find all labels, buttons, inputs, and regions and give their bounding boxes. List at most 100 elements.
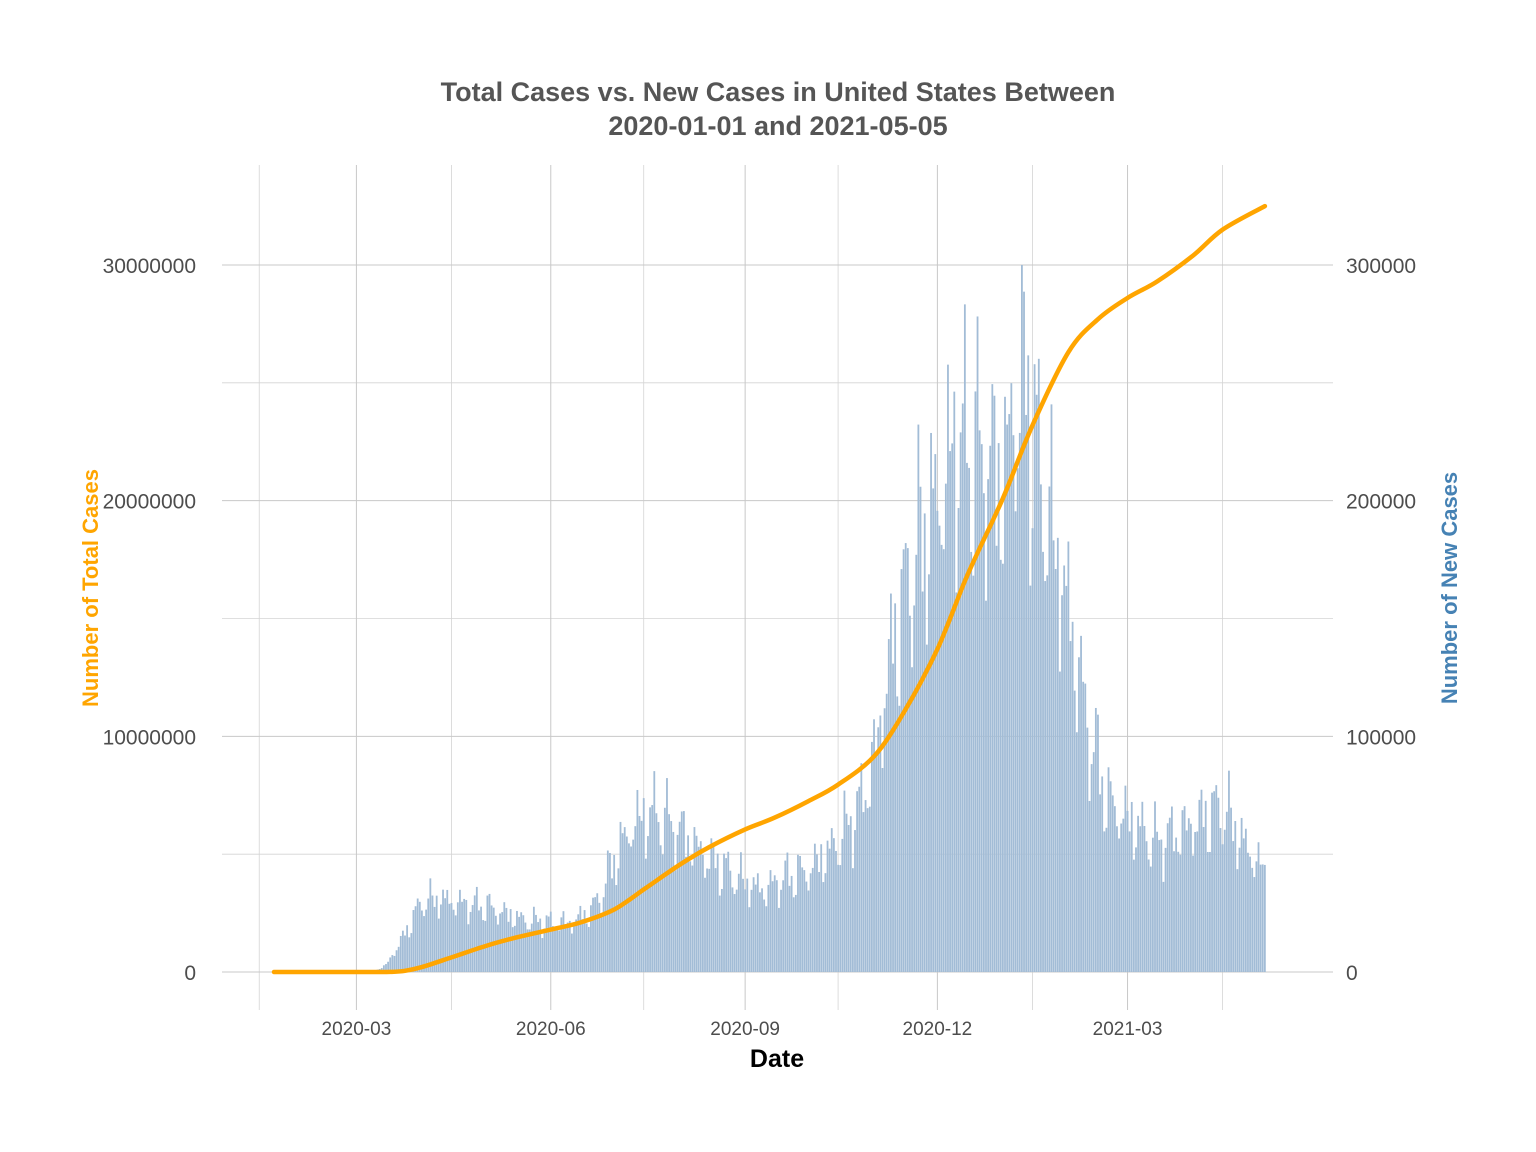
- new-cases-bar: [1156, 831, 1159, 972]
- new-cases-bar: [778, 907, 780, 972]
- new-cases-bar: [997, 443, 1000, 973]
- new-cases-bar: [693, 827, 696, 972]
- new-cases-bar: [475, 886, 478, 972]
- new-cases-bar: [1033, 364, 1036, 973]
- new-cases-bar: [391, 955, 394, 972]
- new-cases-bar: [431, 895, 434, 972]
- new-cases-bar: [1181, 810, 1184, 972]
- new-cases-bar: [1236, 869, 1239, 972]
- new-cases-bar: [740, 852, 742, 972]
- new-cases-bar: [987, 479, 989, 972]
- new-cases-bar: [695, 835, 698, 972]
- new-cases-bar: [835, 850, 837, 972]
- right-axis-ticks: 0 100000 200000 300000: [1346, 255, 1416, 985]
- new-cases-bar: [1063, 565, 1066, 972]
- new-cases-bar: [1116, 826, 1118, 972]
- new-cases-bar: [611, 878, 613, 972]
- new-cases-bar: [651, 805, 654, 972]
- new-cases-bar: [1255, 861, 1258, 972]
- new-cases-bar: [600, 914, 603, 972]
- new-cases-bar: [839, 865, 842, 972]
- new-cases-bar: [1004, 396, 1006, 972]
- new-cases-bar: [1006, 424, 1009, 972]
- new-cases-bar: [917, 424, 920, 973]
- new-cases-bar: [492, 907, 495, 972]
- new-cases-bar: [733, 894, 736, 972]
- new-cases-bar: [824, 873, 827, 972]
- new-cases-bar: [1044, 581, 1047, 972]
- x-axis-label: Date: [750, 1045, 804, 1073]
- new-cases-bar: [902, 549, 905, 972]
- new-cases-bar: [450, 902, 453, 972]
- new-cases-bar: [463, 898, 466, 972]
- new-cases-bar: [980, 444, 983, 972]
- x-tick-label: 2020-12: [903, 1019, 973, 1040]
- right-axis-label: Number of New Cases: [1437, 472, 1462, 704]
- new-cases-bar: [564, 924, 567, 972]
- new-cases-bar: [963, 304, 966, 972]
- new-cases-bar: [925, 644, 928, 972]
- new-cases-bar: [951, 443, 954, 972]
- new-cases-bar: [932, 488, 935, 972]
- new-cases-bar: [1029, 585, 1032, 972]
- new-cases-bar: [1217, 797, 1220, 972]
- new-cases-bar: [661, 854, 664, 972]
- new-cases-bar: [1107, 767, 1110, 972]
- new-cases-bar: [1251, 867, 1254, 972]
- new-cases-bar: [721, 888, 723, 972]
- new-cases-bar: [919, 486, 922, 972]
- new-cases-bar: [843, 790, 846, 972]
- y-left-tick-label: 0: [184, 962, 196, 985]
- new-cases-bar: [385, 964, 387, 972]
- new-cases-bar: [1084, 683, 1087, 972]
- new-cases-bar: [887, 639, 890, 972]
- new-cases-bar: [1242, 838, 1245, 972]
- new-cases-bar: [915, 554, 918, 972]
- new-cases-bar: [1027, 355, 1030, 972]
- new-cases-bar: [1135, 847, 1137, 972]
- new-cases-bar: [615, 885, 618, 972]
- new-cases-bar: [742, 878, 744, 972]
- new-cases-bar: [801, 867, 804, 972]
- new-cases-bar: [982, 493, 985, 972]
- new-cases-bar: [1097, 714, 1099, 972]
- new-cases-bar: [382, 965, 385, 972]
- new-cases-bar: [934, 454, 937, 973]
- new-cases-bar: [701, 854, 704, 972]
- new-cases-bar: [1124, 785, 1127, 972]
- new-cases-bar: [524, 922, 527, 972]
- new-cases-bar: [837, 864, 839, 972]
- new-cases-bar: [1025, 414, 1028, 973]
- new-cases-bar: [1149, 866, 1152, 972]
- new-cases-bar: [1147, 859, 1150, 972]
- new-cases-bar: [680, 811, 683, 972]
- y-right-tick-label: 100000: [1346, 726, 1416, 749]
- new-cases-bar: [744, 889, 747, 972]
- new-cases-bar: [1080, 635, 1082, 972]
- new-cases-bar: [1069, 641, 1072, 972]
- new-cases-bar: [1137, 815, 1139, 972]
- new-cases-bar: [406, 925, 409, 972]
- new-cases-bar: [486, 895, 489, 972]
- new-cases-bar: [953, 391, 956, 972]
- new-cases-bar: [412, 910, 415, 972]
- new-cases-bar: [1052, 540, 1055, 972]
- new-cases-bar: [657, 822, 660, 972]
- new-cases-bar: [763, 899, 766, 972]
- new-cases-bar: [1075, 732, 1078, 972]
- new-cases-bar: [545, 915, 548, 972]
- new-cases-bar: [864, 800, 867, 972]
- new-cases-bar: [879, 715, 882, 972]
- new-cases-bar: [1088, 800, 1091, 972]
- new-cases-bar: [938, 525, 941, 972]
- new-cases-bar: [473, 895, 476, 972]
- new-cases-bar: [575, 919, 578, 972]
- new-cases-bar: [1244, 828, 1247, 972]
- new-cases-bar: [1185, 830, 1188, 972]
- new-cases-bar: [530, 923, 533, 972]
- chart-title-line-2: 2020-01-01 and 2021-05-05: [608, 111, 947, 141]
- new-cases-bar: [568, 920, 571, 972]
- new-cases-bar: [663, 807, 666, 972]
- new-cases-bar: [845, 813, 848, 972]
